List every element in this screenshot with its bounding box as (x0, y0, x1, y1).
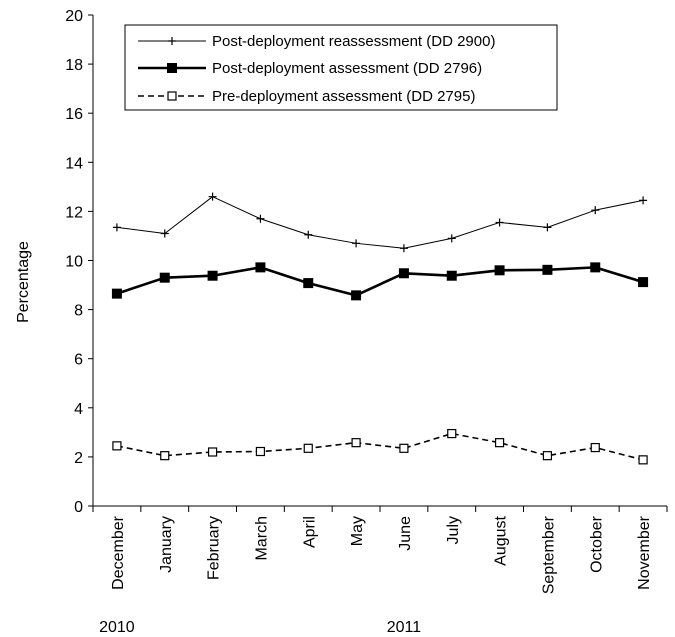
data-point (160, 273, 169, 282)
series-3 (113, 430, 647, 464)
data-point (639, 196, 647, 204)
year-labels: 2010 2011 (99, 619, 421, 636)
data-point (352, 239, 360, 247)
data-point (256, 263, 265, 272)
legend-label: Post-deployment assessment (DD 2796) (212, 60, 482, 77)
y-tick-label: 6 (74, 352, 83, 369)
series-2 (112, 263, 647, 300)
data-point (400, 444, 408, 452)
y-axis-ticks: 0 2 4 6 8 10 12 14 16 18 20 (65, 8, 93, 516)
x-tick-label: July (445, 516, 462, 544)
y-tick-label: 4 (74, 401, 83, 418)
data-point (495, 266, 504, 275)
y-axis-title: Percentage (15, 241, 32, 323)
x-tick-label: June (397, 516, 414, 551)
data-point (256, 447, 264, 455)
data-point (112, 289, 121, 298)
data-point (496, 218, 504, 226)
x-tick-label: May (349, 516, 366, 546)
y-tick-label: 8 (74, 303, 83, 320)
year-label: 2010 (99, 619, 135, 636)
legend-label: Post-deployment reassessment (DD 2900) (212, 33, 495, 50)
y-tick-label: 2 (74, 450, 83, 467)
x-axis-ticks: December January February March April May June… (93, 506, 667, 594)
data-point (543, 223, 551, 231)
legend-label: Pre-deployment assessment (DD 2795) (212, 88, 475, 105)
y-tick-label: 16 (65, 106, 83, 123)
x-tick-label: November (636, 515, 653, 589)
y-tick-label: 0 (74, 499, 83, 516)
data-point (448, 430, 456, 438)
data-point (352, 439, 360, 447)
data-point (304, 231, 312, 239)
x-tick-label: April (301, 516, 318, 548)
data-point (113, 223, 121, 231)
data-point (161, 452, 169, 460)
y-tick-label: 20 (65, 8, 83, 25)
y-tick-label: 10 (65, 254, 83, 271)
data-point (543, 452, 551, 460)
data-point (161, 229, 169, 237)
data-point (591, 444, 599, 452)
data-point (591, 263, 600, 272)
data-point (208, 271, 217, 280)
y-tick-label: 12 (65, 204, 83, 221)
y-tick-label: 14 (65, 155, 83, 172)
x-tick-label: August (493, 515, 510, 565)
data-point (352, 291, 361, 300)
data-point (399, 269, 408, 278)
data-point (639, 278, 648, 287)
x-tick-label: September (540, 515, 557, 594)
year-label: 2011 (387, 619, 422, 636)
legend-marker (168, 64, 177, 73)
data-point (304, 279, 313, 288)
x-tick-label: December (110, 515, 127, 589)
y-tick-label: 18 (65, 57, 83, 74)
data-point (209, 448, 217, 456)
x-tick-label: February (206, 516, 223, 580)
data-point (209, 193, 217, 201)
data-point (304, 444, 312, 452)
data-point (639, 456, 647, 464)
data-point (256, 215, 264, 223)
series-line (117, 197, 643, 249)
legend-marker (168, 92, 176, 100)
data-point (591, 206, 599, 214)
data-point (447, 271, 456, 280)
data-point (496, 439, 504, 447)
series-line (117, 434, 643, 460)
legend: Post-deployment reassessment (DD 2900) Po… (125, 25, 557, 110)
series-1 (113, 193, 647, 253)
x-tick-label: March (253, 516, 270, 560)
data-point (113, 442, 121, 450)
series-line (117, 267, 643, 295)
data-point (543, 265, 552, 274)
series-group (112, 193, 647, 464)
data-point (400, 244, 408, 252)
x-tick-label: October (588, 515, 605, 573)
x-tick-label: January (158, 516, 175, 573)
data-point (448, 234, 456, 242)
